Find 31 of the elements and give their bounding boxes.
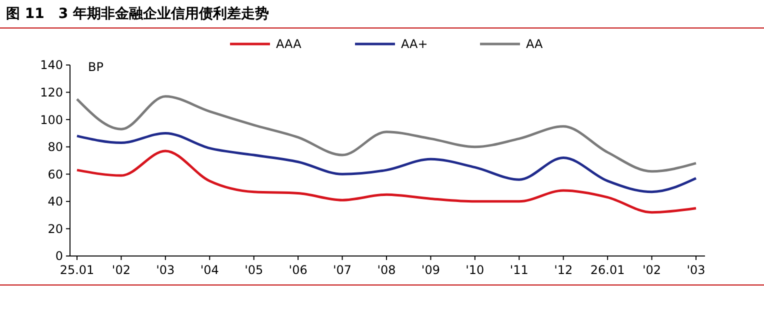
y-axis-title: BP [88,60,104,74]
x-tick-label: '10 [466,263,484,277]
x-tick-label: 25.01 [60,263,94,277]
x-tick-label: '02 [112,263,131,277]
line-series [76,150,698,214]
y-tick-label: 80 [48,140,63,154]
y-tick-label: 140 [40,58,63,72]
x-tick-label: '09 [421,263,440,277]
legend-label: AAA [276,37,302,52]
legend-label: AA+ [401,37,428,52]
y-tick-label: 60 [48,167,63,182]
y-tick-label: 0 [55,249,63,264]
x-tick-label: '12 [554,263,573,277]
x-tick-label: '08 [377,263,396,277]
x-tick-label: '02 [642,263,662,277]
chart-title: 图 11 3 年期非金融企业信用债利差走势 [6,6,269,22]
x-tick-label: '11 [510,263,528,277]
legend-label: AA [526,37,544,52]
x-tick-label: '03 [156,263,175,277]
y-tick-label: 100 [40,112,63,127]
x-tick-label: 26.01 [590,263,625,277]
x-tick-label: '06 [288,263,308,277]
y-tick-label: 40 [48,194,63,209]
x-tick-label: '07 [332,263,352,277]
y-tick-label: 20 [48,222,63,236]
x-tick-label: '03 [686,263,706,277]
x-tick-label: '05 [244,263,264,277]
y-tick-label: 120 [40,85,63,100]
x-tick-label: '04 [200,263,219,277]
line-series [76,132,698,194]
line-series [76,95,698,173]
